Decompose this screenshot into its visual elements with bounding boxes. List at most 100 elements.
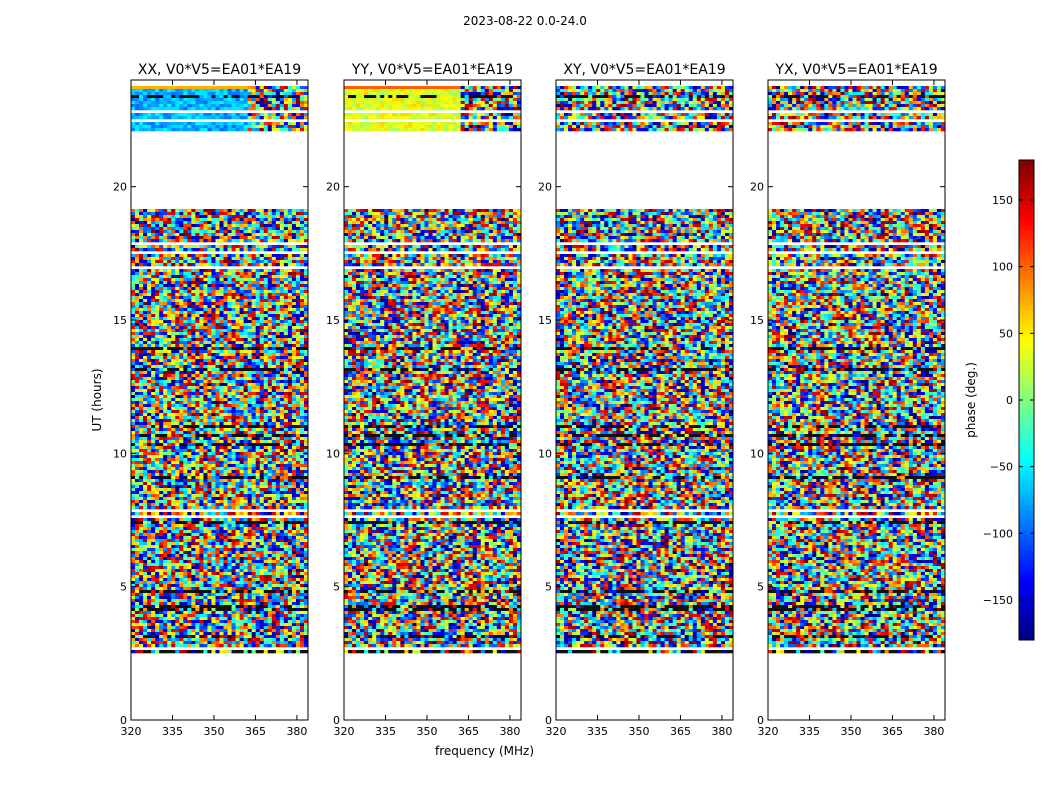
phase-cell [243, 440, 249, 444]
phase-cell [223, 299, 228, 303]
phase-cell [279, 128, 285, 132]
phase-cell [163, 488, 168, 492]
phase-cell [183, 248, 188, 252]
phase-cell [163, 281, 168, 285]
phase-cell [223, 500, 228, 504]
phase-cell [203, 113, 208, 117]
phase-cell [267, 500, 273, 504]
phase-cell [267, 461, 273, 465]
phase-cell [179, 326, 184, 330]
phase-cell [139, 404, 144, 408]
phase-cell [235, 458, 241, 462]
phase-cell [247, 401, 253, 405]
phase-cell [255, 425, 261, 429]
phase-cell [147, 455, 152, 459]
phase-cell [291, 386, 297, 390]
phase-cell [279, 452, 285, 456]
phase-cell [287, 350, 293, 354]
phase-cell [215, 488, 220, 492]
phase-cell [179, 398, 184, 402]
phase-cell [211, 317, 216, 321]
phase-cell [295, 503, 301, 507]
phase-cell [195, 212, 200, 216]
phase-cell [215, 245, 220, 249]
phase-cell [139, 398, 144, 402]
phase-cell [259, 368, 265, 372]
phase-cell [151, 443, 156, 447]
phase-cell [227, 467, 232, 471]
phase-cell [151, 458, 156, 462]
phase-cell [235, 329, 241, 333]
phase-cell [191, 488, 196, 492]
phase-cell [191, 233, 196, 237]
phase-cell [255, 461, 261, 465]
phase-cell [139, 476, 144, 480]
phase-cell [163, 473, 168, 477]
phase-cell [139, 125, 144, 129]
phase-cell [187, 338, 192, 342]
phase-cell [231, 401, 236, 405]
phase-cell [295, 290, 301, 294]
phase-cell [163, 494, 168, 498]
phase-cell [283, 443, 289, 447]
phase-cell [231, 392, 236, 396]
phase-cell [283, 503, 289, 507]
phase-cell [207, 377, 212, 381]
phase-cell [275, 407, 281, 411]
phase-cell [171, 386, 176, 390]
phase-cell [167, 278, 172, 282]
phase-cell [187, 497, 192, 501]
phase-cell [283, 497, 289, 501]
phase-cell [239, 356, 245, 360]
phase-cell [143, 221, 148, 225]
phase-cell [219, 254, 224, 258]
phase-cell [215, 383, 220, 387]
phase-cell [139, 356, 144, 360]
phase-cell [183, 284, 188, 288]
phase-cell [239, 122, 245, 126]
phase-cell [259, 248, 265, 252]
phase-cell [199, 116, 204, 120]
phase-cell [195, 491, 200, 495]
phase-cell [223, 398, 228, 402]
phase-cell [271, 461, 277, 465]
phase-cell [215, 380, 220, 384]
phase-cell [139, 95, 144, 99]
phase-cell [247, 92, 253, 96]
phase-cell [291, 395, 297, 399]
phase-cell [195, 497, 200, 501]
phase-cell [187, 461, 192, 465]
phase-cell [175, 416, 180, 420]
phase-cell [219, 224, 224, 228]
phase-cell [239, 281, 245, 285]
phase-cell [171, 428, 176, 432]
phase-cell [227, 482, 232, 486]
phase-cell [131, 416, 136, 420]
phase-cell [187, 284, 192, 288]
phase-cell [151, 437, 156, 441]
phase-cell [151, 455, 156, 459]
phase-cell [155, 236, 160, 240]
phase-cell [151, 380, 156, 384]
phase-cell [195, 113, 200, 117]
phase-cell [223, 263, 228, 267]
phase-cell [199, 317, 204, 321]
phase-cell [251, 311, 257, 315]
phase-cell [279, 443, 285, 447]
phase-cell [287, 335, 293, 339]
phase-cell [251, 299, 257, 303]
phase-cell [247, 89, 253, 93]
phase-cell [295, 233, 301, 237]
phase-cell [195, 467, 200, 471]
phase-cell [291, 398, 297, 402]
phase-cell [303, 293, 308, 297]
phase-cell [255, 329, 261, 333]
phase-cell [163, 122, 168, 126]
phase-cell [167, 98, 172, 102]
phase-cell [219, 428, 224, 432]
phase-cell [283, 278, 289, 282]
phase-cell [235, 215, 241, 219]
phase-cell [211, 98, 216, 102]
phase-cell [239, 416, 245, 420]
phase-cell [243, 386, 249, 390]
